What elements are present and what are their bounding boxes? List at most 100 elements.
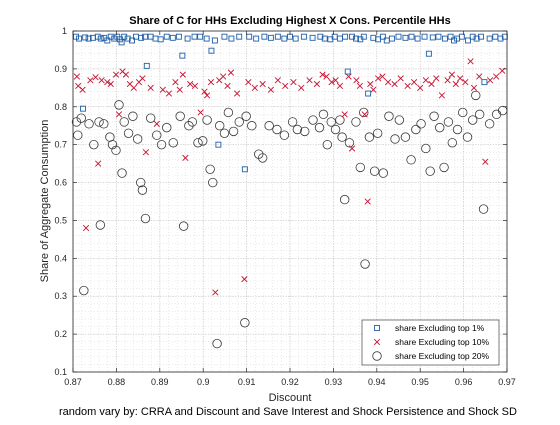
data-point-circle <box>337 132 347 142</box>
x-tick-label: 0.95 <box>411 377 429 387</box>
data-point-circle <box>175 111 185 121</box>
data-point-x <box>212 289 219 296</box>
data-point-x <box>493 73 500 80</box>
data-point-square <box>353 35 359 42</box>
data-point-circle <box>76 113 86 123</box>
data-point-circle <box>198 136 208 146</box>
data-point-square <box>111 35 118 42</box>
data-point-square <box>215 141 222 148</box>
x-tick-label: 0.87 <box>64 377 82 387</box>
legend-markers <box>372 325 382 361</box>
data-point-x <box>470 84 478 91</box>
data-point-circle <box>322 139 333 150</box>
data-point-x <box>203 92 211 99</box>
data-point-x <box>391 80 398 88</box>
data-point-square <box>82 34 89 41</box>
data-point-x <box>486 77 494 84</box>
data-point-circle <box>421 143 431 154</box>
data-point-square <box>464 37 471 44</box>
data-point-circle <box>264 121 274 131</box>
data-point-circle <box>330 124 341 135</box>
data-point-square <box>80 105 86 112</box>
data-point-x <box>207 79 215 86</box>
data-point-square <box>344 68 351 75</box>
data-point-x <box>452 80 459 88</box>
data-point-circle <box>168 138 178 148</box>
data-point-x <box>336 82 344 90</box>
data-point-circle <box>394 115 405 125</box>
data-point-circle <box>416 119 426 129</box>
data-point-x <box>457 75 464 82</box>
data-point-square <box>267 34 274 41</box>
data-point-square <box>321 35 328 42</box>
data-point-square <box>184 35 191 42</box>
data-point-circle <box>458 107 468 118</box>
data-point-circle <box>208 177 218 188</box>
data-point-square <box>473 35 480 42</box>
data-point-square <box>402 34 409 41</box>
data-point-circle <box>478 204 489 214</box>
data-point-square <box>163 33 170 40</box>
data-point-circle <box>351 117 361 127</box>
y-tick-label: 0.8 <box>54 102 67 112</box>
data-point-x <box>201 88 208 95</box>
data-point-circle <box>132 134 143 144</box>
data-point-x <box>428 80 435 88</box>
data-point-x <box>176 86 183 93</box>
legend[interactable]: share Excluding top 1% share Excluding t… <box>361 319 500 366</box>
data-point-square <box>425 50 432 57</box>
data-point-square <box>481 79 488 86</box>
data-point-square <box>360 33 367 40</box>
data-point-x <box>245 79 252 86</box>
data-point-square <box>253 35 260 42</box>
data-point-circle <box>339 194 350 205</box>
data-point-x <box>353 77 360 84</box>
data-point-x <box>348 145 356 152</box>
data-point-square <box>221 33 228 40</box>
data-point-x <box>98 77 105 84</box>
footnote: random vary by: CRRA and Discount and Sa… <box>59 406 517 418</box>
data-point-circle <box>406 155 416 165</box>
data-point-circle <box>287 117 298 127</box>
legend-entry-top20: share Excluding top 20% <box>395 351 489 361</box>
axis-ticks: 0.87 0.88 0.89 0.9 0.91 0.92 0.93 0.94 0.95 0.96 0… <box>54 26 515 387</box>
data-point-square <box>349 33 356 40</box>
series-circle <box>71 90 508 349</box>
data-point-circle <box>162 122 172 133</box>
y-axis-label: Share of Aggregate Consumption <box>39 120 51 283</box>
data-point-square <box>121 33 128 40</box>
x-tick-label: 0.9 <box>197 377 210 387</box>
data-point-x <box>374 75 382 82</box>
data-point-circle <box>128 111 138 121</box>
data-point-circle <box>400 132 411 142</box>
x-tick-label: 0.91 <box>238 377 256 387</box>
data-point-circle <box>439 162 449 173</box>
data-point-square <box>73 33 79 40</box>
data-point-circle <box>73 130 83 140</box>
data-point-x <box>467 58 474 65</box>
data-point-x <box>112 71 120 78</box>
data-point-square <box>292 35 299 42</box>
data-point-square <box>429 34 436 41</box>
data-point-square <box>414 35 421 42</box>
data-point-circle <box>411 124 421 135</box>
data-point-x <box>147 84 154 91</box>
data-point-circle <box>156 139 167 150</box>
data-point-x <box>433 75 440 82</box>
data-point-circle <box>140 213 151 224</box>
x-tick-label: 0.94 <box>368 377 386 387</box>
y-tick-label: 0.7 <box>54 140 67 150</box>
data-point-square <box>107 33 114 40</box>
data-point-circle <box>364 132 375 142</box>
data-point-square <box>94 33 101 40</box>
data-point-circle <box>429 111 439 121</box>
data-point-x <box>397 75 404 82</box>
data-point-circle <box>247 121 257 131</box>
data-point-square <box>441 35 448 42</box>
data-point-x <box>251 84 258 91</box>
data-point-circle <box>184 121 194 131</box>
data-point-x <box>332 77 339 84</box>
data-point-x <box>104 79 111 86</box>
data-point-x <box>220 73 227 80</box>
